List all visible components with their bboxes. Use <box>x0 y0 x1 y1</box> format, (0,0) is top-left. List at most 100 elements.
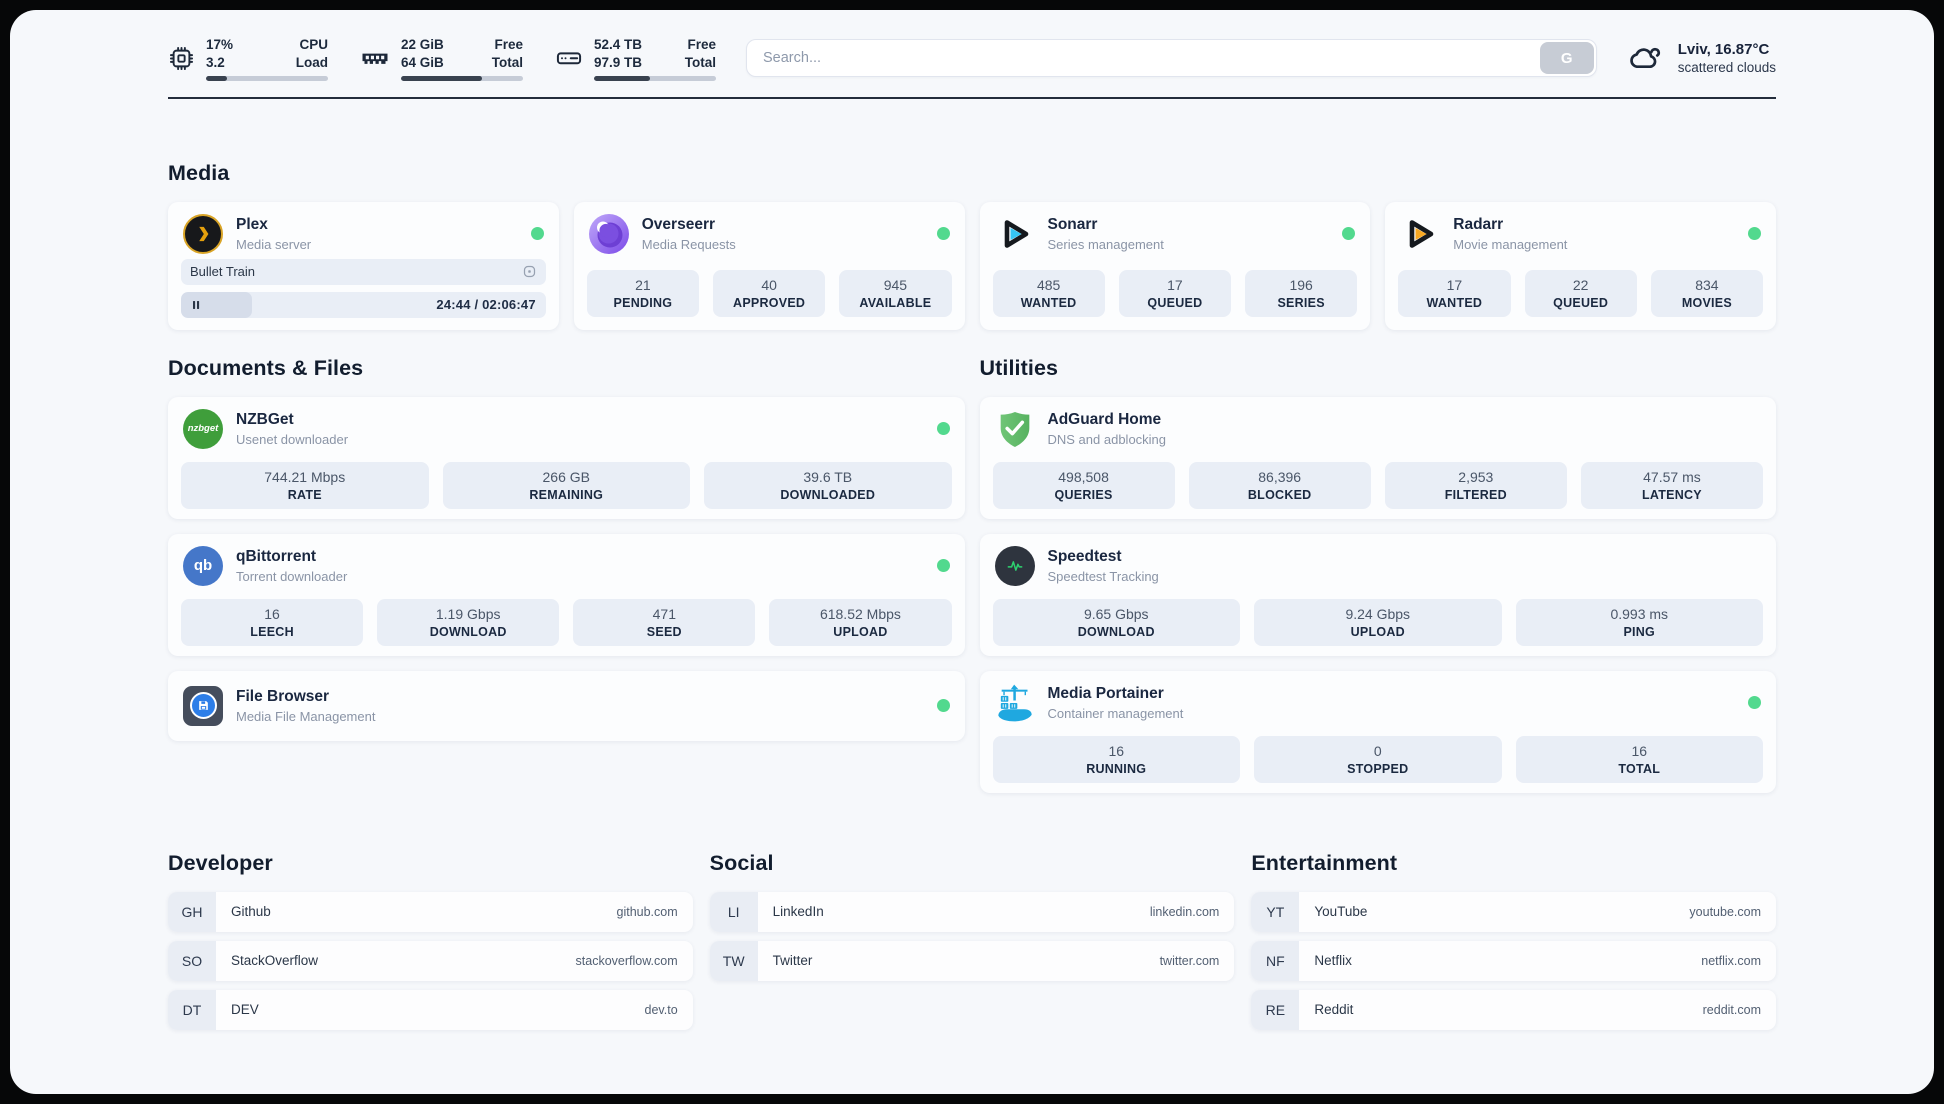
stat-queries: 498,508 QUERIES <box>992 461 1175 509</box>
stat-label: UPLOAD <box>833 624 888 639</box>
bookmark-stackoverflow[interactable]: SO StackOverflow stackoverflow.com <box>168 940 693 981</box>
stat-filtered: 2,953 FILTERED <box>1384 461 1567 509</box>
stat-labels: Free Total <box>684 37 716 70</box>
stat-value: 0.993 ms <box>1610 605 1669 622</box>
app-description: Series management <box>1047 236 1164 252</box>
stat-labels: Free Total <box>491 37 523 70</box>
stat-approved: 40 APPROVED <box>713 269 826 317</box>
app-description: Torrent downloader <box>236 568 348 584</box>
bookmark-linkedin[interactable]: LI LinkedIn linkedin.com <box>709 891 1235 932</box>
search-bar: G <box>746 39 1597 78</box>
portainer-icon <box>995 683 1035 723</box>
app-card-radarr[interactable]: Radarr Movie management 17 WANTED 22 QUEUED 83… <box>1385 201 1776 330</box>
bookmark-netflix[interactable]: NF Netflix netflix.com <box>1251 940 1776 981</box>
app-card-overseerr[interactable]: Overseerr Media Requests 21 PENDING 40 APPROV… <box>573 201 965 330</box>
stat-available: 945 AVAILABLE <box>839 269 952 317</box>
stat-value: 22 <box>1572 276 1589 293</box>
app-card-speedtest[interactable]: Speedtest Speedtest Tracking 9.65 Gbps DOWN… <box>979 533 1776 656</box>
stat-value: 266 GB <box>542 468 590 485</box>
cpu-icon <box>168 45 195 72</box>
stat-total: 16 TOTAL <box>1515 735 1763 783</box>
bookmark-twitter[interactable]: TW Twitter twitter.com <box>709 940 1235 981</box>
stat-label: WANTED <box>1426 295 1483 310</box>
stat-movies: 834 MOVIES <box>1650 269 1763 317</box>
stat-leech: 16 LEECH <box>181 598 364 646</box>
dashboard-panel: 17% 3.2 CPU Load 22 GiB 64 GiB Free Total 52.4 T… <box>10 10 1934 1094</box>
weather-condition: scattered clouds <box>1677 60 1776 76</box>
app-card-nzbget[interactable]: nzbget NZBGet Usenet downloader 744.21 Mbps… <box>168 396 965 519</box>
section-title-documents: Documents & Files <box>168 355 364 380</box>
app-description: Usenet downloader <box>236 431 349 447</box>
stat-label: QUERIES <box>1054 487 1113 502</box>
stat-download: 9.65 Gbps DOWNLOAD <box>992 598 1240 646</box>
bookmark-youtube[interactable]: YT YouTube youtube.com <box>1251 891 1776 932</box>
bookmark-url: youtube.com <box>1689 904 1761 919</box>
status-dot <box>936 422 950 436</box>
stat-label: AVAILABLE <box>859 295 932 310</box>
stat-progress-fill <box>401 75 482 81</box>
app-name: Plex <box>236 215 268 233</box>
stat-remaining: 266 GB REMAINING <box>442 461 690 509</box>
section-title-social: Social <box>709 850 774 875</box>
search-engine-button[interactable]: G <box>1539 42 1594 75</box>
stat-download: 1.19 Gbps DOWNLOAD <box>377 598 560 646</box>
header-divider <box>168 96 1776 99</box>
bookmark-dev[interactable]: DT DEV dev.to <box>168 989 693 1030</box>
stat-value: 40 <box>761 276 777 293</box>
bookmark-abbr: SO <box>168 940 216 981</box>
stat-value: 16 <box>264 605 280 622</box>
status-dot <box>936 699 950 713</box>
pause-icon[interactable] <box>190 299 202 311</box>
playback-progress-bar[interactable]: 24:44 / 02:06:47 <box>181 291 546 318</box>
stat-running: 16 RUNNING <box>992 735 1240 783</box>
stat-value: 16 <box>1631 742 1648 759</box>
search-input[interactable] <box>746 39 1597 78</box>
system-stat-free-total: 52.4 TB 97.9 TB Free Total <box>555 36 716 81</box>
bookmark-name: Twitter <box>772 953 813 969</box>
stat-label: QUEUED <box>1147 295 1203 310</box>
media-cards-row: Plex Media server Bullet Train 24:44 / 02:0… <box>168 201 1776 330</box>
weather-widget[interactable]: Lviv, 16.87°C scattered clouds <box>1627 39 1776 77</box>
stat-queued: 22 QUEUED <box>1524 269 1637 317</box>
app-card-qbittorrent[interactable]: qb qBittorrent Torrent downloader 16 LEECH 1.… <box>168 533 965 656</box>
status-dot <box>530 227 544 241</box>
stat-queued: 17 QUEUED <box>1118 269 1231 317</box>
app-name: Overseerr <box>641 215 716 233</box>
adguard-icon <box>995 409 1035 449</box>
bookmark-url: dev.to <box>644 1002 678 1017</box>
stat-value: 945 <box>883 276 908 293</box>
bookmark-url: github.com <box>616 904 678 919</box>
app-description: Speedtest Tracking <box>1047 568 1159 584</box>
bookmark-url: stackoverflow.com <box>575 953 678 968</box>
ram-icon <box>360 43 390 73</box>
stat-label: LEECH <box>250 624 294 639</box>
stat-label: APPROVED <box>733 295 806 310</box>
speedtest-icon <box>994 545 1035 586</box>
utilities-column: Utilities AdGuard Home DNS and adblocking… <box>979 356 1776 793</box>
app-card-media-portainer[interactable]: Media Portainer Container management 16 RUN… <box>979 670 1776 793</box>
plex-icon <box>183 213 223 254</box>
stat-value: 0 <box>1373 742 1382 759</box>
section-title-media: Media <box>168 160 230 185</box>
bookmark-reddit[interactable]: RE Reddit reddit.com <box>1251 989 1776 1030</box>
bookmark-abbr: YT <box>1251 891 1300 932</box>
playback-time: 24:44 / 02:06:47 <box>436 297 536 313</box>
stat-label: SEED <box>646 624 682 639</box>
app-card-sonarr[interactable]: Sonarr Series management 485 WANTED 17 QUEUED… <box>979 201 1371 330</box>
stat-seed: 471 SEED <box>573 598 756 646</box>
app-card-file-browser[interactable]: File Browser Media File Management <box>168 670 965 741</box>
app-card-plex[interactable]: Plex Media server Bullet Train 24:44 / 02:0… <box>168 201 559 330</box>
bookmark-sections: Developer GH Github github.com SO StackOverfl… <box>168 851 1776 1039</box>
stat-value: 1.19 Gbps <box>435 605 501 622</box>
bookmark-url: netflix.com <box>1701 953 1761 968</box>
stat-value: 485 <box>1036 276 1061 293</box>
stat-label: STOPPED <box>1347 761 1409 776</box>
filebrowser-icon <box>183 685 223 726</box>
app-name: AdGuard Home <box>1047 410 1162 428</box>
app-card-adguard-home[interactable]: AdGuard Home DNS and adblocking 498,508 QUE… <box>979 396 1776 519</box>
stat-ping: 0.993 ms PING <box>1515 598 1763 646</box>
bookmark-github[interactable]: GH Github github.com <box>168 891 693 932</box>
stop-icon[interactable] <box>522 264 537 279</box>
bookmark-group-social: Social LI LinkedIn linkedin.com TW Twitter twi… <box>709 850 1235 1039</box>
status-dot <box>936 227 950 241</box>
